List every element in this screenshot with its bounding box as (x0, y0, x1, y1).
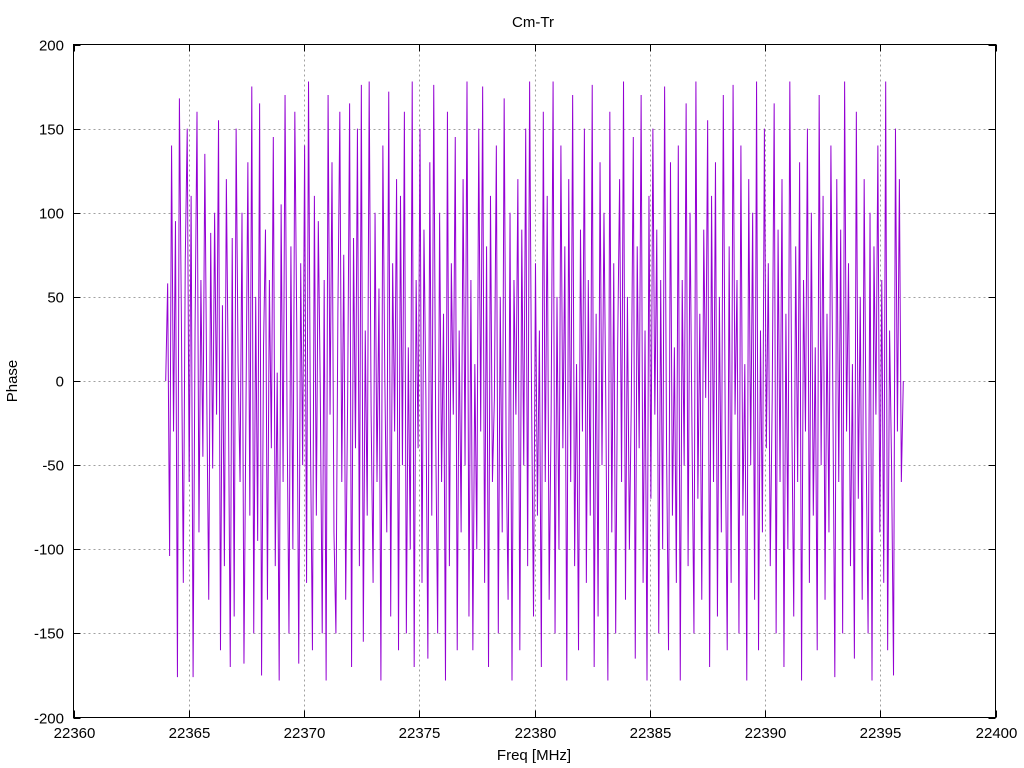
y-tick-label: 0 (56, 374, 64, 391)
x-tick-label: 22400 (976, 725, 1018, 742)
x-tick-label: 22390 (745, 725, 787, 742)
x-tick-label: 22360 (54, 725, 96, 742)
x-tick-label: 22380 (515, 725, 557, 742)
y-tick-label: 200 (39, 38, 64, 55)
x-tick-label: 22385 (630, 725, 672, 742)
y-tick-label: 150 (39, 122, 64, 139)
y-tick-label: 50 (47, 290, 64, 307)
x-tick-label: 22375 (399, 725, 441, 742)
y-tick-label: -50 (42, 458, 64, 475)
y-axis: -200 -150 -100 -50 0 50 100 150 200 (34, 38, 64, 728)
y-tick-label: 100 (39, 206, 64, 223)
x-tick-label: 22395 (860, 725, 902, 742)
x-tick-label: 22365 (169, 725, 211, 742)
axis-ticks (73, 44, 997, 719)
x-tick-label: 22370 (284, 725, 326, 742)
chart-title: Cm-Tr (512, 14, 554, 31)
y-tick-label: -200 (34, 711, 64, 728)
y-axis-label: Phase (4, 360, 21, 403)
series-line-phase (165, 81, 904, 681)
x-axis-label: Freq [MHz] (497, 747, 571, 764)
y-tick-label: -150 (34, 626, 64, 643)
y-tick-label: -100 (34, 542, 64, 559)
x-axis: 22360 22365 22370 22375 22380 22385 22390 22395… (54, 725, 1018, 742)
